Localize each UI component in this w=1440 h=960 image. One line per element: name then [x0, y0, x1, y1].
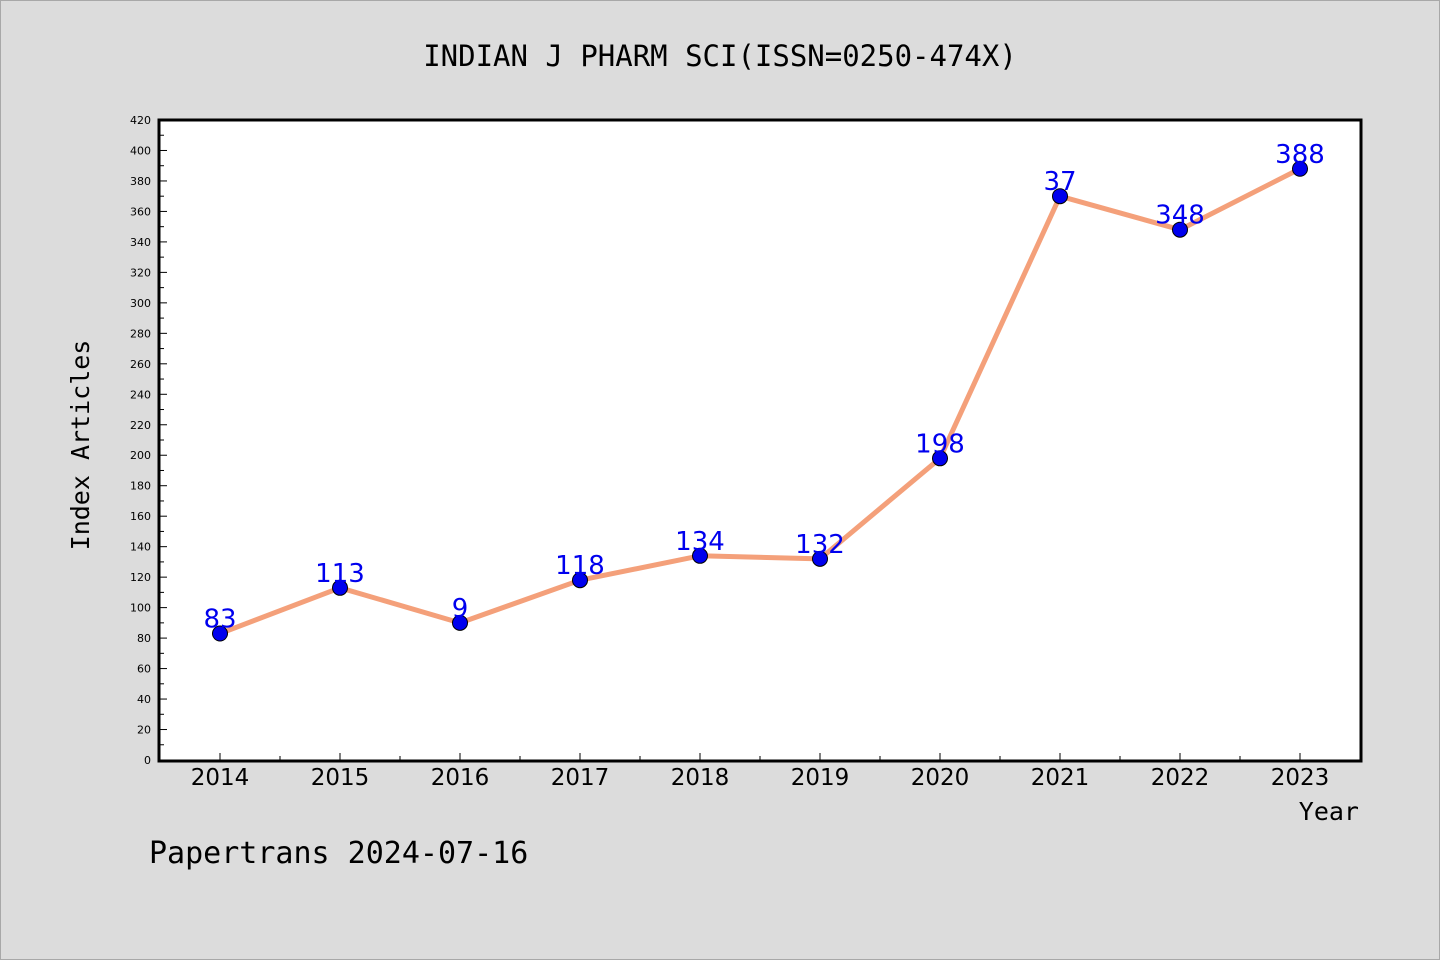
x-axis-ticks: 2014 2015 2016 2017 2018 2019 2020 2021 2022 2023	[191, 753, 1330, 791]
x-tick-label: 2018	[671, 765, 730, 791]
x-tick-label: 2019	[791, 765, 850, 791]
y-tick-label: 240	[130, 388, 151, 401]
y-tick-label: 280	[130, 327, 151, 340]
data-point	[332, 579, 348, 596]
x-tick-label: 2022	[1151, 765, 1210, 791]
data-point	[1292, 160, 1308, 177]
data-label: 132	[795, 530, 845, 560]
data-point	[812, 550, 828, 567]
y-tick-label: 220	[130, 419, 151, 432]
x-tick-label: 2016	[431, 765, 490, 791]
y-tick-label: 100	[130, 602, 151, 615]
y-tick-label: 300	[130, 297, 151, 310]
data-point	[212, 625, 228, 642]
data-label: 388	[1275, 140, 1325, 170]
x-tick-label: 2015	[311, 765, 370, 791]
data-point	[932, 450, 948, 467]
y-tick-label: 180	[130, 480, 151, 493]
data-point	[452, 614, 468, 631]
x-tick-label: 2023	[1271, 765, 1330, 791]
y-tick-label: 20	[137, 724, 151, 737]
data-label: 198	[915, 429, 965, 459]
data-label: 113	[315, 559, 365, 589]
data-label: 118	[555, 551, 605, 581]
data-point	[692, 547, 708, 564]
data-point	[572, 572, 588, 589]
data-point	[1172, 221, 1188, 238]
y-tick-label: 80	[137, 632, 151, 645]
series-layer: 83 113 9 118 134 132 198 37 348 388	[203, 140, 1325, 642]
y-tick-label: 360	[130, 205, 151, 218]
y-tick-label: 140	[130, 541, 151, 554]
y-axis-ticks: 0 20 40 60 80 100 120 140 160 180 200 220 240 260 280 3…	[130, 114, 167, 767]
y-tick-label: 340	[130, 236, 151, 249]
footer-text: Papertrans 2024-07-16	[149, 836, 528, 871]
x-tick-label: 2014	[191, 765, 250, 791]
data-label: 134	[675, 527, 725, 557]
y-axis-label: Index Articles	[66, 340, 95, 551]
y-tick-label: 260	[130, 358, 151, 371]
y-tick-label: 160	[130, 510, 151, 523]
data-point	[1052, 188, 1068, 205]
data-label: 9	[452, 594, 469, 624]
x-tick-label: 2020	[911, 765, 970, 791]
y-tick-label: 120	[130, 571, 151, 584]
y-tick-label: 400	[130, 144, 151, 157]
data-label: 83	[203, 605, 236, 635]
y-tick-label: 320	[130, 266, 151, 279]
x-tick-label: 2021	[1031, 765, 1090, 791]
data-label: 348	[1155, 201, 1205, 231]
x-tick-label: 2017	[551, 765, 610, 791]
series-line	[217, 166, 1303, 637]
y-tick-label: 60	[137, 663, 151, 676]
y-tick-label: 380	[130, 175, 151, 188]
chart-title: INDIAN J PHARM SCI(ISSN=0250-474X)	[423, 39, 1017, 73]
y-tick-label: 420	[130, 114, 151, 127]
data-label: 37	[1043, 167, 1076, 197]
x-axis-label: Year	[1299, 797, 1359, 826]
y-tick-label: 200	[130, 449, 151, 462]
y-tick-label: 0	[144, 754, 151, 767]
y-tick-label: 40	[137, 693, 151, 706]
